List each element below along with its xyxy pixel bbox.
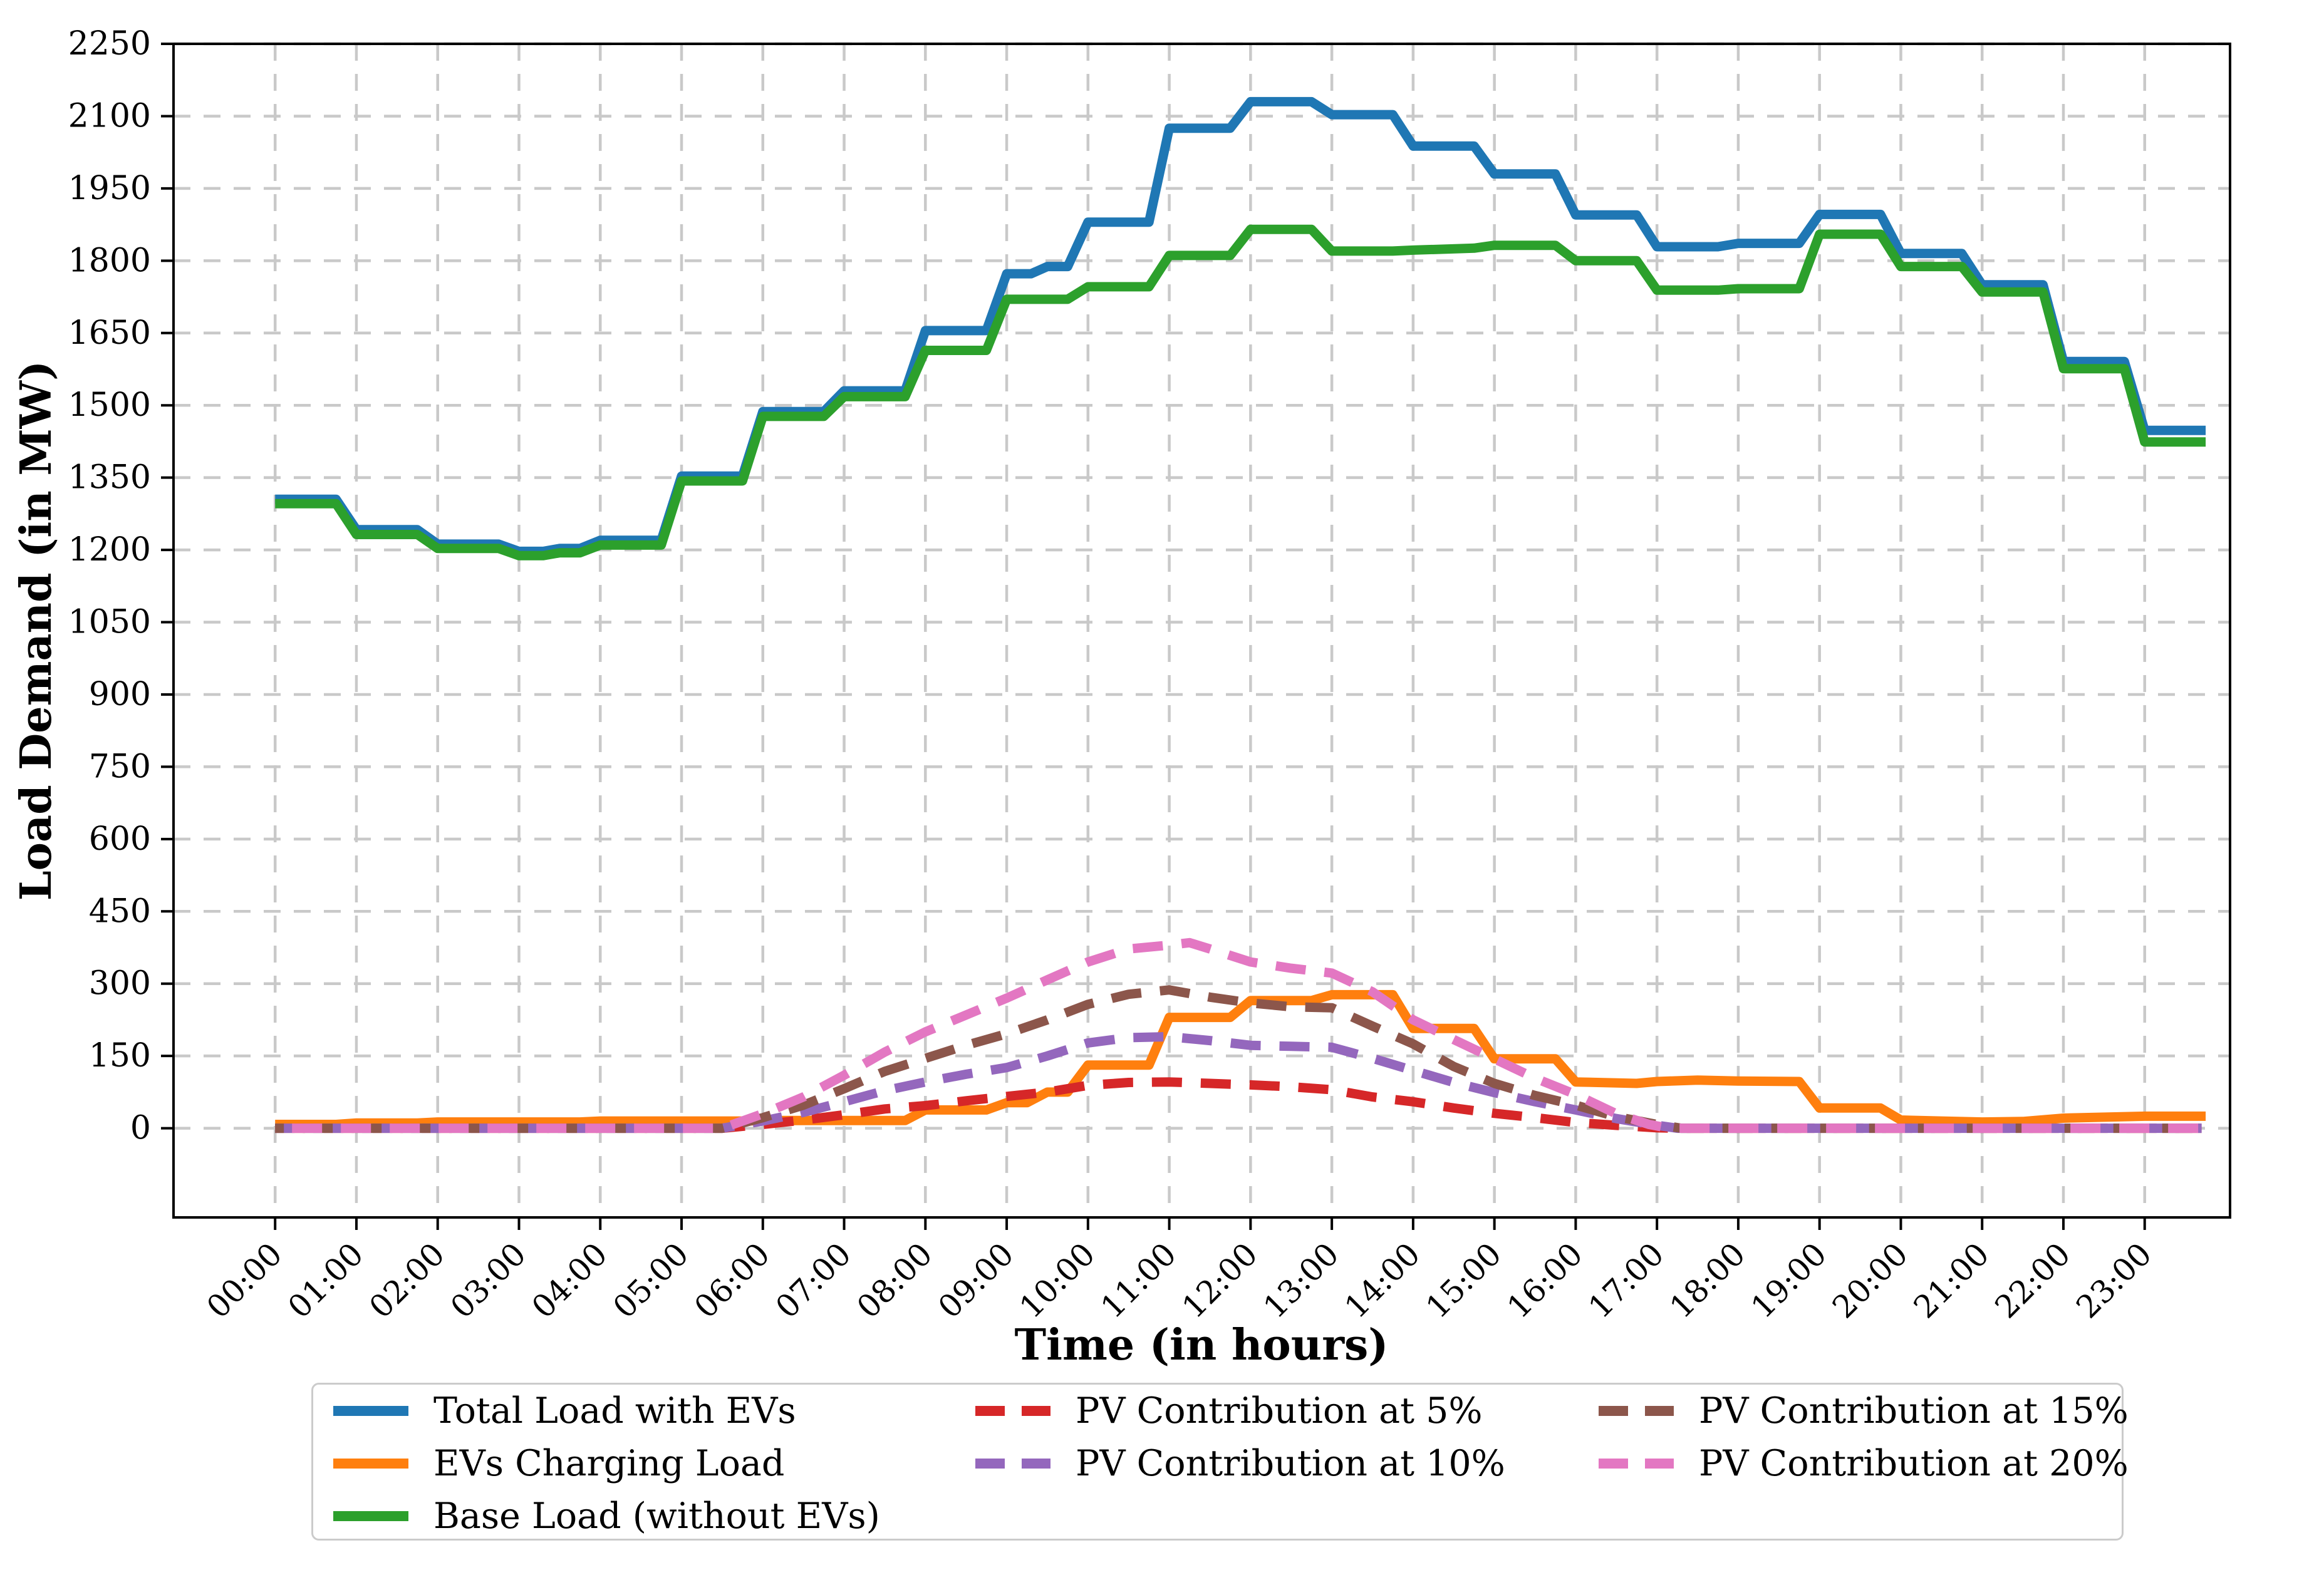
legend-item-pv-contribution-at-15-: PV Contribution at 15% — [1597, 1390, 2129, 1432]
plot-border — [172, 43, 2231, 1219]
series-pv-contribution-at-20- — [275, 937, 2202, 1133]
legend-line-icon — [975, 1459, 1050, 1469]
y-tick-label-750: 750 — [89, 748, 151, 785]
legend-item-pv-contribution-at-10-: PV Contribution at 10% — [974, 1443, 1505, 1484]
y-tick-label-300: 300 — [89, 965, 151, 1003]
legend-line-icon — [333, 1459, 408, 1469]
legend-line-icon — [333, 1511, 408, 1521]
legend-item-pv-contribution-at-5-: PV Contribution at 5% — [974, 1390, 1483, 1432]
legend-line-icon — [333, 1406, 408, 1416]
y-tick-label-2100: 2100 — [68, 97, 151, 135]
series-pv-contribution-at-10- — [275, 1031, 2202, 1133]
legend: Total Load with EVs EVs Charging Load Base… — [311, 1383, 2129, 1541]
y-tick-label-900: 900 — [89, 676, 151, 713]
legend-item-evs-charging-load: EVs Charging Load — [332, 1443, 784, 1484]
legend-label: Base Load (without EVs) — [433, 1495, 880, 1537]
legend-line-icon — [975, 1406, 1050, 1416]
legend-label: EVs Charging Load — [433, 1443, 785, 1484]
legend-item-pv-contribution-at-20-: PV Contribution at 20% — [1597, 1443, 2129, 1484]
y-tick-label-1650: 1650 — [68, 314, 151, 352]
legend-item-base-load-without-evs-: Base Load (without EVs) — [332, 1495, 880, 1537]
y-tick-label-1050: 1050 — [68, 604, 151, 641]
y-tick-label-450: 450 — [89, 892, 151, 930]
series-pv-contribution-at-15- — [275, 985, 2202, 1133]
series-base-load-without-evs- — [275, 224, 2206, 560]
legend-label: PV Contribution at 5% — [1076, 1390, 1483, 1432]
legend-item-total-load-with-evs: Total Load with EVs — [332, 1390, 796, 1432]
legend-line-icon — [1599, 1406, 1674, 1416]
x-axis-label: Time (in hours) — [1014, 1320, 1389, 1370]
y-tick-label-150: 150 — [89, 1037, 151, 1075]
y-axis-label: Load Demand (in MW) — [11, 360, 61, 901]
y-tick-label-1800: 1800 — [68, 242, 151, 279]
y-tick-label-1200: 1200 — [68, 531, 151, 569]
legend-label: Total Load with EVs — [433, 1390, 796, 1432]
series-pv-contribution-at-5- — [275, 1077, 2202, 1133]
y-tick-label-600: 600 — [89, 820, 151, 858]
y-tick-label-2250: 2250 — [68, 25, 151, 63]
y-tick-label-1350: 1350 — [68, 459, 151, 497]
y-tick-label-1950: 1950 — [68, 170, 151, 207]
legend-label: PV Contribution at 10% — [1076, 1443, 1505, 1484]
y-tick-label-1500: 1500 — [68, 386, 151, 424]
y-tick-label-0: 0 — [130, 1110, 151, 1147]
legend-line-icon — [1599, 1459, 1674, 1469]
legend-label: PV Contribution at 20% — [1699, 1443, 2129, 1484]
legend-label: PV Contribution at 15% — [1699, 1390, 2129, 1432]
